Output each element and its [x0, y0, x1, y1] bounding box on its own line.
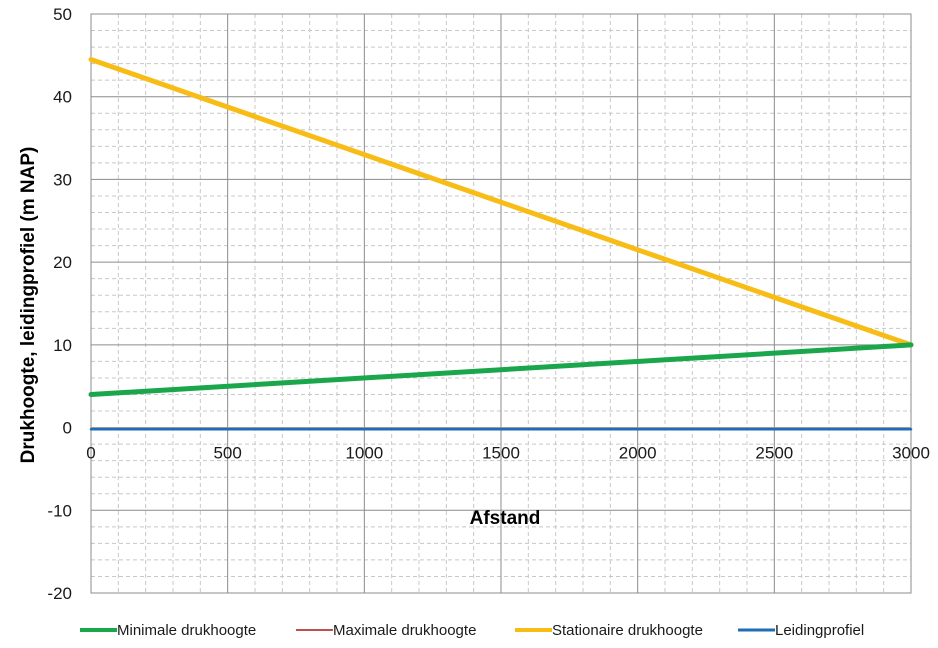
legend-item: Leidingprofiel [738, 622, 864, 639]
legend: Minimale drukhoogte Maximale drukhoogte St… [80, 622, 864, 639]
x-tick-label: 2000 [619, 444, 657, 463]
legend-label: Stationaire drukhoogte [552, 622, 703, 639]
y-axis-title: Drukhoogte, leidingprofiel (m NAP) [18, 147, 39, 464]
x-tick-label: 0 [86, 444, 95, 463]
x-tick-label: 500 [213, 444, 241, 463]
y-tick-label: 40 [53, 88, 72, 107]
legend-item: Minimale drukhoogte [80, 622, 256, 639]
legend-label: Minimale drukhoogte [117, 622, 256, 639]
y-tick-label: 0 [63, 419, 72, 438]
y-axis-ticks: -20 -10 0 10 20 30 40 50 [47, 5, 72, 603]
x-tick-label: 3000 [892, 444, 930, 463]
series-line-stationaire-drukhoogte [88, 57, 914, 348]
series-line-minimale-drukhoogte [88, 342, 914, 397]
x-axis-ticks: 0 500 1000 1500 2000 2500 3000 [86, 444, 930, 463]
y-tick-label: 30 [53, 170, 72, 189]
x-tick-label: 2500 [755, 444, 793, 463]
y-tick-label: 50 [53, 5, 72, 24]
x-tick-label: 1500 [482, 444, 520, 463]
x-axis-title: Afstand [470, 508, 541, 529]
series-layer [88, 57, 914, 431]
legend-label: Leidingprofiel [775, 622, 864, 639]
legend-item: Stationaire drukhoogte [515, 622, 703, 639]
x-tick-label: 1000 [345, 444, 383, 463]
y-tick-label: 10 [53, 336, 72, 355]
legend-item: Maximale drukhoogte [296, 622, 476, 639]
major-gridlines [90, 13, 912, 594]
y-tick-label: 20 [53, 253, 72, 272]
legend-label: Maximale drukhoogte [333, 622, 476, 639]
y-tick-label: -20 [47, 584, 72, 603]
y-tick-label: -10 [47, 501, 72, 520]
